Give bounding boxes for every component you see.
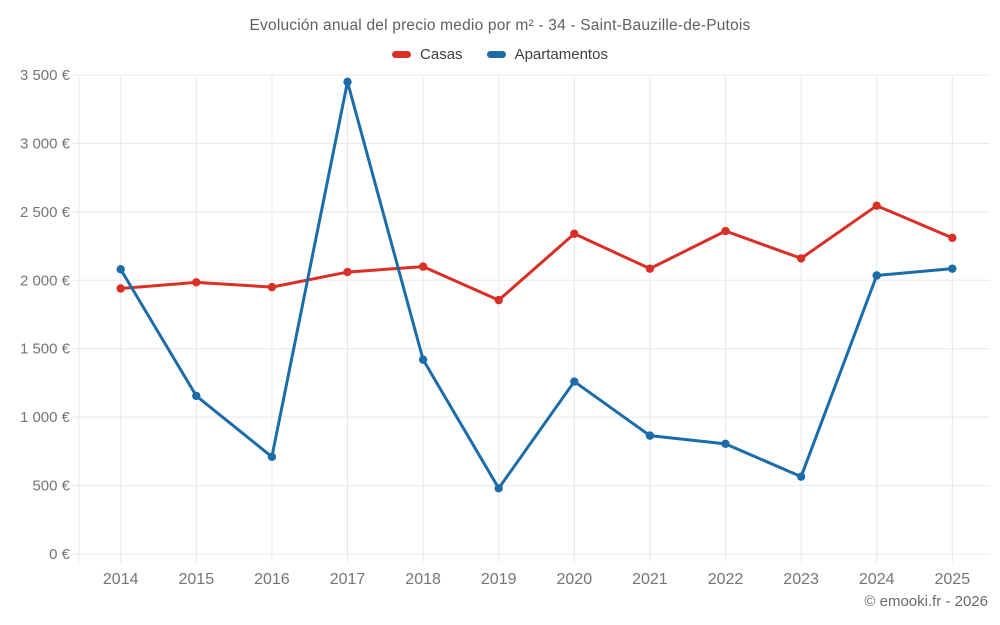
copyright-credit: © emooki.fr - 2026: [864, 593, 988, 610]
y-tick-label: 1 000 €: [20, 409, 71, 426]
data-point-apartamentos-2024[interactable]: [872, 271, 881, 280]
y-tick-label: 3 500 €: [20, 67, 71, 84]
data-point-casas-2021[interactable]: [645, 264, 655, 273]
series-line-apartamentos: [119, 80, 954, 490]
series-line-casas: [119, 204, 954, 302]
y-tick-label: 3 000 €: [20, 135, 71, 152]
chart-title: Evolución anual del precio medio por m² …: [249, 17, 751, 34]
data-point-casas-2014[interactable]: [116, 284, 125, 293]
x-tick-label: 2014: [103, 571, 139, 588]
data-point-casas-2018[interactable]: [418, 262, 428, 271]
data-point-casas-2025[interactable]: [948, 233, 957, 243]
data-point-apartamentos-2015[interactable]: [192, 391, 201, 401]
x-tick-label: 2015: [179, 571, 215, 588]
data-point-casas-2024[interactable]: [872, 201, 881, 210]
x-tick-label: 2019: [481, 571, 517, 588]
x-tick-label: 2021: [632, 571, 668, 588]
legend-item-apartamentos[interactable]: Apartamentos: [486, 46, 608, 63]
x-tick-label: 2020: [557, 571, 593, 588]
data-point-casas-2016[interactable]: [267, 282, 277, 292]
x-tick-label: 2022: [708, 571, 744, 588]
legend-label-apartamentos: Apartamentos: [514, 46, 608, 63]
data-point-apartamentos-2025[interactable]: [948, 264, 957, 273]
legend-swatch-casas: [392, 51, 412, 58]
data-point-apartamentos-2023[interactable]: [796, 472, 806, 481]
legend-label-casas: Casas: [420, 46, 463, 63]
data-point-apartamentos-2019[interactable]: [494, 484, 503, 493]
x-tick-label: 2018: [405, 571, 441, 588]
legend-swatch-apartamentos: [486, 51, 506, 58]
data-point-apartamentos-2017[interactable]: [343, 77, 352, 87]
data-point-casas-2019[interactable]: [494, 295, 503, 305]
gridlines: [72, 74, 990, 562]
x-tick-label: 2025: [935, 571, 971, 588]
data-point-casas-2015[interactable]: [192, 278, 201, 287]
y-tick-label: 2 500 €: [20, 204, 71, 221]
x-tick-label: 2016: [254, 571, 290, 588]
x-tick-label: 2024: [859, 571, 895, 588]
data-point-apartamentos-2018[interactable]: [418, 355, 428, 364]
data-point-casas-2017[interactable]: [343, 267, 352, 277]
data-point-apartamentos-2016[interactable]: [267, 452, 277, 462]
data-point-apartamentos-2022[interactable]: [721, 439, 730, 449]
data-point-casas-2022[interactable]: [721, 226, 730, 236]
x-tick-label: 2023: [783, 571, 819, 588]
data-point-apartamentos-2014[interactable]: [116, 265, 125, 274]
data-point-apartamentos-2020[interactable]: [570, 377, 579, 386]
y-tick-label: 500 €: [32, 478, 70, 495]
y-tick-label: 0 €: [49, 546, 71, 563]
y-tick-label: 1 500 €: [20, 341, 71, 358]
legend-item-casas[interactable]: Casas: [392, 46, 463, 63]
data-point-casas-2020[interactable]: [570, 229, 579, 238]
legend: Casas Apartamentos: [0, 46, 1000, 63]
data-point-casas-2023[interactable]: [796, 254, 806, 263]
x-tick-label: 2017: [330, 571, 366, 588]
data-point-apartamentos-2021[interactable]: [645, 431, 655, 440]
y-tick-label: 2 000 €: [20, 272, 71, 289]
